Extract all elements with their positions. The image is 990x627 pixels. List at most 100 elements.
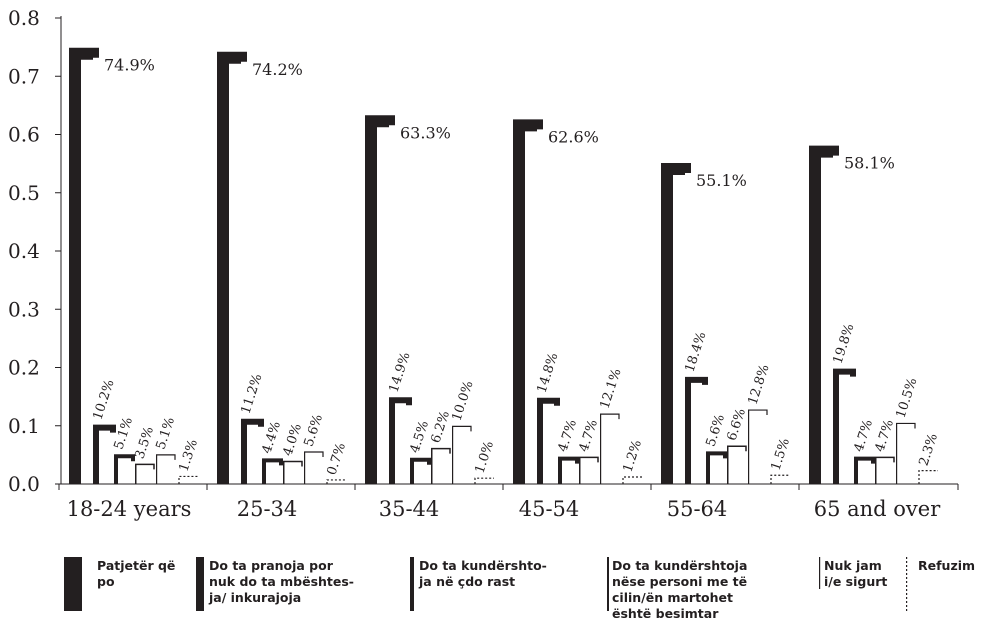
data-label: 11.2%: [239, 372, 266, 416]
bar-hairline: [748, 409, 768, 484]
data-label: 4.7%: [873, 418, 897, 454]
bar-hair: [727, 445, 747, 484]
data-label: 12.8%: [746, 363, 773, 407]
data-label: 74.2%: [252, 60, 303, 79]
bar-medium: [93, 424, 116, 484]
legend-label: Refuzim: [918, 558, 975, 573]
bar-hair: [431, 447, 451, 484]
legend-label: ja në çdo rast: [418, 574, 515, 589]
chart-bars: [69, 47, 938, 484]
x-category-label: 18-24 years: [67, 497, 192, 521]
data-label: 74.9%: [104, 56, 155, 75]
data-label: 12.1%: [598, 367, 625, 411]
legend-label: nëse personi me të: [612, 574, 747, 589]
data-label: 2.3%: [917, 432, 941, 468]
data-label: 14.8%: [535, 351, 562, 395]
data-label: 5.6%: [302, 413, 326, 449]
y-tick-label: 0.8: [8, 6, 40, 30]
data-label: 3.5%: [133, 425, 157, 461]
data-label: 1.3%: [177, 438, 201, 474]
data-label: 5.6%: [704, 413, 728, 449]
data-label: 19.8%: [831, 322, 858, 366]
bar-hair: [135, 463, 155, 484]
bar-hair: [875, 456, 895, 484]
data-label: 55.1%: [696, 171, 747, 190]
bar-thin: [114, 454, 135, 484]
bar-hairline: [600, 413, 620, 484]
bar-hairline: [452, 425, 472, 484]
y-tick-label: 0.0: [8, 472, 40, 496]
legend-label: po: [97, 574, 115, 589]
y-tick-label: 0.2: [8, 356, 40, 380]
y-tick-label: 0.3: [8, 297, 40, 321]
legend-label: cilin/ën martohet: [612, 590, 733, 605]
x-category-label: 65 and over: [814, 497, 941, 521]
bar-hairline: [304, 451, 324, 484]
data-label: 62.6%: [548, 127, 599, 146]
bar-thick: [513, 119, 543, 484]
legend-label: ja/ inkurajoja: [208, 590, 301, 605]
data-label: 18.4%: [683, 330, 710, 374]
bar-hair: [579, 456, 599, 484]
x-axis-category-labels: 18-24 years 25-34 35-44 45-54 55-64 65 and ov…: [67, 497, 942, 521]
data-label: 5.1%: [112, 415, 136, 451]
bar-dotted: [918, 470, 938, 484]
data-label: 14.9%: [387, 351, 414, 395]
legend-label: Patjetër që: [97, 558, 175, 573]
data-label: 10.5%: [894, 376, 921, 420]
y-tick-label: 0.1: [8, 414, 40, 438]
bar-medium: [389, 397, 412, 484]
data-label: 10.2%: [91, 378, 118, 422]
bar-dotted: [474, 477, 494, 484]
data-label: 6.6%: [725, 407, 749, 443]
data-label: 63.3%: [400, 123, 451, 142]
data-label: 4.0%: [281, 422, 305, 458]
bar-dotted: [622, 476, 642, 484]
x-category-label: 35-44: [379, 497, 440, 521]
bar-thick: [661, 163, 691, 484]
bar-hair: [283, 460, 303, 484]
y-tick-label: 0.7: [8, 64, 40, 88]
bar-medium: [685, 376, 708, 484]
x-category-label: 45-54: [519, 497, 580, 521]
bar-hairline: [156, 454, 176, 484]
bar-thin: [262, 458, 283, 484]
bar-thick: [217, 51, 247, 484]
legend-label: i/e sigurt: [824, 574, 887, 589]
y-tick-label: 0.6: [8, 123, 40, 147]
x-category-label: 55-64: [667, 497, 728, 521]
data-label: 58.1%: [844, 154, 895, 173]
bar-medium: [241, 418, 264, 484]
data-label: 4.5%: [408, 419, 432, 455]
data-label: 1.5%: [769, 436, 793, 472]
bar-dotted: [326, 479, 346, 484]
data-label: 10.0%: [450, 379, 477, 423]
legend-label: Do ta kundërshto-: [419, 558, 547, 573]
legend-label: Do ta pranoja por: [209, 558, 334, 573]
legend-label: Nuk jam: [824, 558, 882, 573]
bar-dotted: [770, 474, 790, 484]
x-category-label: 25-34: [237, 497, 298, 521]
bar-dotted: [178, 475, 198, 484]
bar-medium: [537, 397, 560, 484]
data-label: 6.2%: [429, 409, 453, 445]
chart-axes: [55, 16, 959, 490]
bar-thick: [809, 145, 839, 484]
bar-thick: [69, 47, 99, 484]
bar-thick: [365, 115, 395, 484]
y-tick-label: 0.4: [8, 239, 40, 263]
bar-hairline: [896, 422, 916, 484]
legend-label: Do ta kundërshtoja: [612, 558, 747, 573]
data-label: 5.1%: [154, 415, 178, 451]
bar-thin: [410, 457, 431, 484]
y-axis-tick-labels: 0.0 0.1 0.2 0.3 0.4 0.5 0.6 0.7 0.8: [8, 6, 40, 496]
bar-thin: [854, 456, 875, 484]
legend-label: nuk do ta mbështes-: [209, 574, 354, 589]
bar-thin: [706, 451, 727, 484]
bar-medium: [833, 368, 856, 484]
data-label: 0.7%: [325, 441, 349, 477]
data-label: 4.7%: [577, 418, 601, 454]
data-label: 1.2%: [621, 438, 645, 474]
